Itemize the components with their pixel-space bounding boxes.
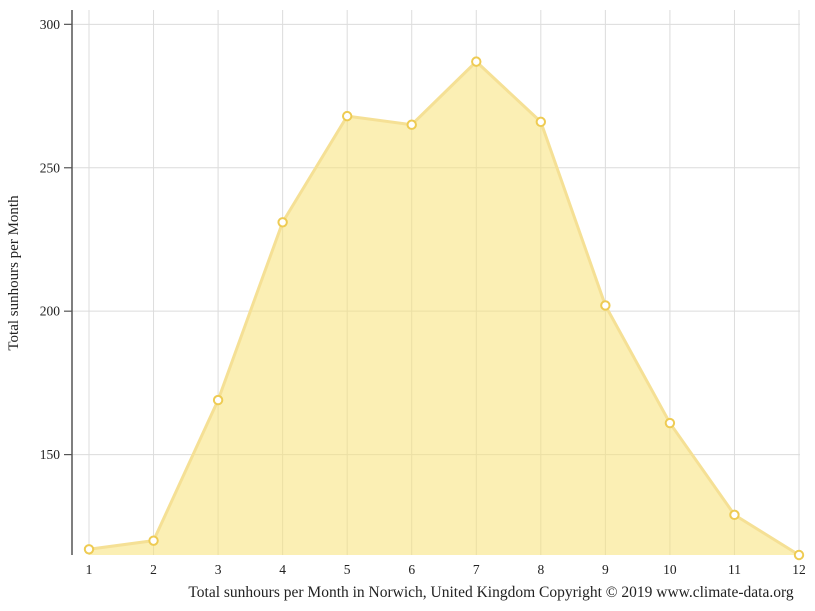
data-point-marker [729,509,740,521]
x-tick-label: 9 [602,562,609,577]
data-point-marker [341,110,353,122]
y-axis-title: Total sunhours per Month [6,195,22,351]
x-tick-label: 1 [86,562,93,577]
x-tick-label: 11 [728,562,741,577]
data-point-marker [471,56,482,67]
y-axis [64,10,73,555]
x-tick-label: 8 [537,562,544,577]
x-tick-label: 12 [792,562,806,577]
data-point-marker [406,119,417,130]
x-tick-label: 6 [408,562,415,577]
data-point-marker [793,549,805,561]
data-point-marker [83,544,95,555]
y-tick-label: 150 [40,447,61,462]
area-series [87,60,801,557]
y-tick-label: 300 [40,17,61,32]
x-tick-label: 7 [473,562,480,577]
y-tick-label: 200 [40,304,61,319]
data-point-marker [664,417,676,429]
data-point-marker [148,535,159,546]
data-point-marker [212,394,224,406]
x-tick-label: 4 [279,562,286,577]
chart-caption: Total sunhours per Month in Norwich, Uni… [188,584,793,601]
x-tick-label: 10 [663,562,677,577]
data-point-marker [600,300,611,311]
data-point-marker [535,116,547,128]
data-point-marker [277,217,288,228]
x-tick-label: 2 [150,562,157,577]
x-tick-label: 5 [344,562,351,577]
area-fill [89,61,799,555]
x-tick-label: 3 [215,562,222,577]
y-tick-label: 250 [40,160,61,175]
data-points [83,56,805,561]
series-line [87,60,801,557]
